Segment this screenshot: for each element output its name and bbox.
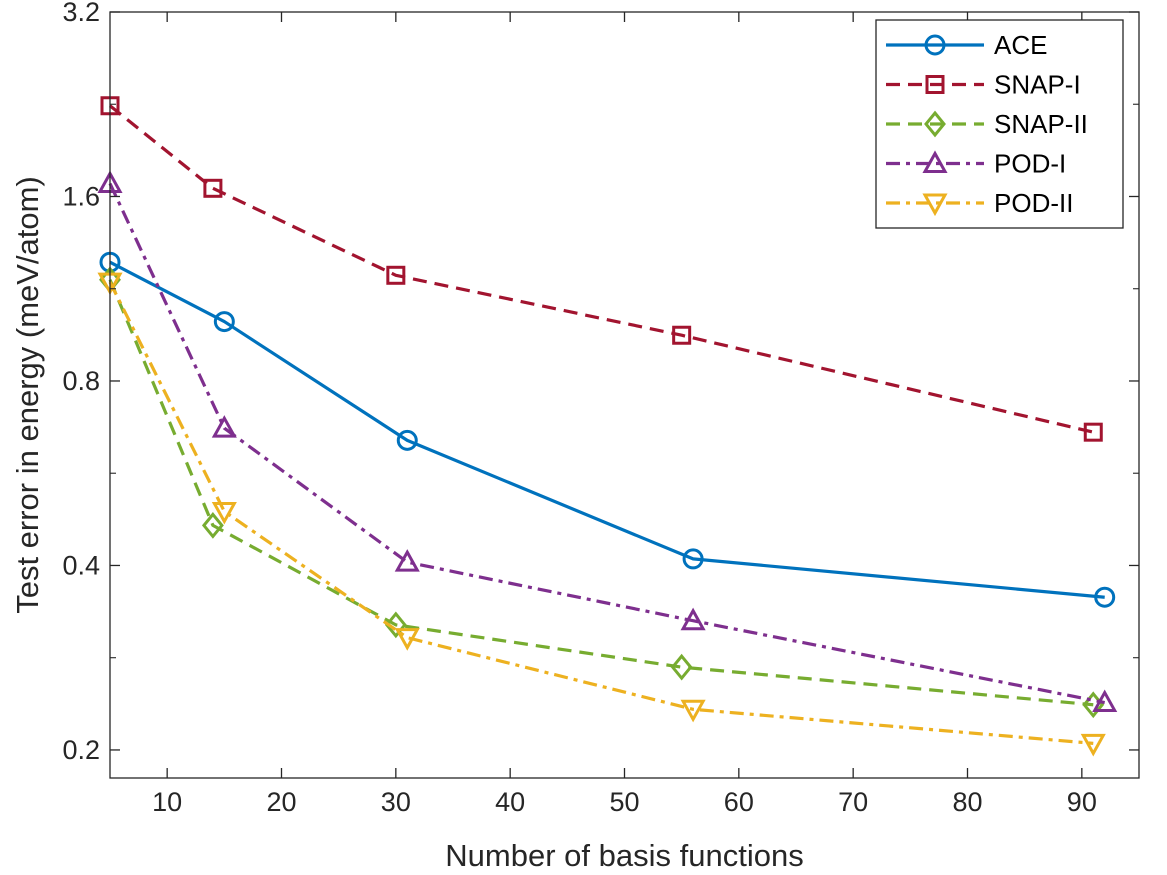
x-tick-label: 50 bbox=[609, 787, 639, 817]
data-point bbox=[1092, 689, 1118, 713]
y-tick-label: 0.4 bbox=[62, 550, 100, 580]
legend-label: ACE bbox=[994, 30, 1047, 60]
data-point bbox=[386, 265, 406, 285]
x-axis-title: Number of basis functions bbox=[445, 838, 803, 873]
data-point bbox=[211, 415, 237, 438]
series-line bbox=[108, 182, 1106, 705]
x-tick-label: 30 bbox=[381, 787, 411, 817]
legend-marker bbox=[925, 75, 945, 94]
legend-marker bbox=[924, 110, 946, 138]
legend-label: SNAP-II bbox=[994, 109, 1088, 139]
series-line bbox=[108, 279, 1094, 707]
data-point bbox=[394, 549, 420, 572]
data-point bbox=[680, 699, 706, 723]
data-point bbox=[201, 512, 224, 539]
data-point bbox=[211, 501, 237, 525]
series-line bbox=[108, 281, 1094, 745]
x-tick-label: 10 bbox=[152, 787, 182, 817]
data-point bbox=[680, 607, 706, 631]
axes-layer: 10 20 30 40 50 60 70 80 90 0.2 0.4 0.8 1.6 3.2 bbox=[62, 0, 1140, 817]
legend-entry: POD-I bbox=[886, 149, 1066, 179]
legend-entry: SNAP-II bbox=[886, 109, 1088, 139]
data-point bbox=[394, 628, 420, 651]
data-point bbox=[1094, 586, 1116, 608]
legend-marker bbox=[924, 34, 946, 56]
x-tick-label: 90 bbox=[1067, 787, 1097, 817]
series-snap-i bbox=[100, 96, 1103, 442]
series-pod-ii bbox=[97, 272, 1106, 757]
legend-entry: SNAP-I bbox=[886, 70, 1081, 100]
data-point bbox=[1083, 422, 1103, 442]
series-snap-ii bbox=[99, 266, 1105, 719]
data-point bbox=[384, 611, 407, 639]
legend-label: SNAP-I bbox=[994, 70, 1081, 100]
x-tick-label: 40 bbox=[495, 787, 525, 817]
data-point bbox=[203, 178, 223, 198]
legend-label: POD-II bbox=[994, 188, 1073, 218]
data-point bbox=[672, 325, 692, 345]
y-tick-label: 3.2 bbox=[62, 0, 100, 27]
legend-label: POD-I bbox=[994, 149, 1066, 179]
data-point bbox=[1080, 733, 1106, 757]
series-line bbox=[109, 260, 1105, 599]
x-tick-label: 60 bbox=[724, 787, 754, 817]
series-layer bbox=[97, 96, 1118, 757]
y-tick-label: 1.6 bbox=[62, 181, 100, 211]
data-point bbox=[213, 311, 235, 333]
legend-marker bbox=[922, 150, 948, 173]
legend-marker bbox=[922, 193, 948, 217]
x-tick-label: 80 bbox=[952, 787, 982, 817]
y-tick-label: 0.2 bbox=[62, 735, 100, 765]
legend: ACE SNAP-I SNAP-II POD-I POD-II bbox=[875, 19, 1124, 229]
series-line bbox=[108, 104, 1094, 434]
y-tick-label: 0.8 bbox=[62, 366, 100, 396]
y-axis-title: Test error in energy (meV/atom) bbox=[10, 176, 45, 614]
data-point bbox=[396, 429, 418, 451]
data-point bbox=[682, 548, 704, 570]
x-tick-label: 70 bbox=[838, 787, 868, 817]
legend-entry: ACE bbox=[886, 30, 1047, 60]
data-point bbox=[670, 653, 693, 681]
x-tick-label: 20 bbox=[266, 787, 296, 817]
legend-entry: POD-II bbox=[886, 188, 1073, 218]
